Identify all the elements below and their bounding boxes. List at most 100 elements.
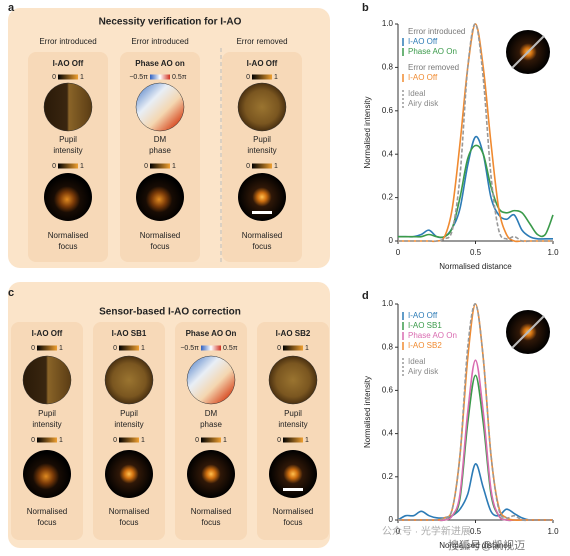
legend-label: Phase AO On — [408, 47, 457, 56]
caption: focus — [119, 518, 138, 527]
legend-heading: Error introduced — [408, 27, 465, 36]
colorbar — [119, 345, 139, 351]
y-tick-label: 1.0 — [382, 19, 394, 28]
colorbar-label: 1 — [141, 345, 145, 352]
caption: Normalised — [109, 507, 149, 516]
x-tick-label: 0 — [396, 527, 401, 536]
y-tick-label: 0 — [389, 515, 394, 524]
colorbar — [119, 437, 139, 443]
x-axis-label: Normalised distance — [439, 541, 512, 550]
watermark: 公众号 · 光学新进展 — [382, 525, 471, 538]
y-tick-label: 0.6 — [382, 386, 394, 395]
y-tick-label: 0.8 — [382, 342, 394, 351]
pupil-image — [43, 82, 93, 132]
watermark: 搜狐号@凯视迈 — [448, 538, 525, 552]
colorbar-label: −0.5π — [129, 74, 148, 81]
caption: focus — [201, 518, 220, 527]
colorbar — [37, 345, 57, 351]
card-title: Phase AO on — [135, 59, 185, 68]
caption: focus — [283, 518, 302, 527]
caption: DM — [154, 135, 167, 144]
focus-image — [187, 450, 235, 498]
caption: phase — [149, 146, 171, 155]
y-tick-label: 1.0 — [382, 299, 394, 308]
focus-image — [269, 450, 317, 498]
colorbar-label: 0 — [246, 74, 250, 81]
card-title: I-AO Off — [32, 329, 63, 338]
focus-image — [136, 173, 184, 221]
focus-image — [44, 173, 92, 221]
caption: DM — [205, 409, 218, 418]
colorbar-label: 1 — [274, 74, 278, 81]
column-header: Error removed — [236, 37, 287, 46]
colorbar — [252, 163, 272, 169]
panel-title: Necessity verification for I-AO — [99, 17, 242, 28]
colorbar — [58, 163, 78, 169]
colorbar-label: 1 — [59, 345, 63, 352]
panel-label: b — [362, 2, 369, 14]
colorbar-label: 0 — [277, 437, 281, 444]
y-tick-label: 0.6 — [382, 106, 394, 115]
caption: intensity — [114, 420, 143, 429]
y-tick-label: 0.4 — [382, 429, 394, 438]
caption: Pupil — [120, 409, 138, 418]
colorbar — [37, 437, 57, 443]
colorbar-label: 0 — [113, 437, 117, 444]
legend-label: Airy disk — [408, 367, 439, 376]
colorbar — [58, 74, 78, 80]
scale-bar — [252, 211, 272, 214]
x-tick-label: 0.5 — [470, 248, 482, 257]
caption: intensity — [53, 146, 82, 155]
colorbar-label: −0.5π — [180, 345, 199, 352]
colorbar — [150, 74, 170, 80]
legend-heading: Error removed — [408, 63, 459, 72]
caption: Pupil — [38, 409, 56, 418]
y-tick-label: 0.4 — [382, 149, 394, 158]
caption: Normalised — [27, 507, 67, 516]
colorbar-label: 1 — [80, 74, 84, 81]
colorbar — [283, 345, 303, 351]
legend-label: Phase AO On — [408, 331, 457, 340]
colorbar-label: 1 — [223, 437, 227, 444]
legend-heading: Ideal — [408, 89, 426, 98]
caption: Pupil — [59, 135, 77, 144]
y-tick-label: 0.2 — [382, 193, 394, 202]
colorbar-label: 0 — [246, 163, 250, 170]
focus-image — [238, 173, 286, 221]
scale-bar — [283, 488, 303, 491]
card-title: I-AO SB1 — [112, 329, 147, 338]
dm-phase-image — [186, 355, 236, 405]
caption: phase — [200, 420, 222, 429]
caption: focus — [150, 242, 169, 251]
caption: Normalised — [242, 231, 282, 240]
card-title: Phase AO On — [186, 329, 237, 338]
colorbar-label: 1 — [141, 437, 145, 444]
panel-label: c — [8, 287, 14, 299]
data-line — [398, 23, 553, 243]
card-title: I-AO Off — [53, 59, 84, 68]
legend-label: I-AO Off — [408, 73, 438, 82]
card-title: I-AO Off — [247, 59, 278, 68]
colorbar-label: 1 — [172, 163, 176, 170]
data-line — [398, 303, 553, 522]
colorbar-label: 0 — [31, 345, 35, 352]
pupil-image — [268, 355, 318, 405]
focus-image — [105, 450, 153, 498]
colorbar-label: 0 — [144, 163, 148, 170]
data-line — [397, 144, 554, 239]
column-header: Error introduced — [39, 37, 96, 46]
colorbar-label: 1 — [274, 163, 278, 170]
legend-label: I-AO SB2 — [408, 341, 442, 350]
inset-line — [511, 315, 545, 349]
colorbar-label: 0 — [277, 345, 281, 352]
inset-line — [511, 35, 545, 69]
x-tick-label: 1.0 — [547, 248, 559, 257]
colorbar-label: 0 — [52, 163, 56, 170]
data-line — [398, 359, 553, 522]
colorbar — [201, 437, 221, 443]
x-tick-label: 0 — [396, 248, 401, 257]
caption: intensity — [247, 146, 276, 155]
y-tick-label: 0.2 — [382, 472, 394, 481]
colorbar-label: 1 — [80, 163, 84, 170]
